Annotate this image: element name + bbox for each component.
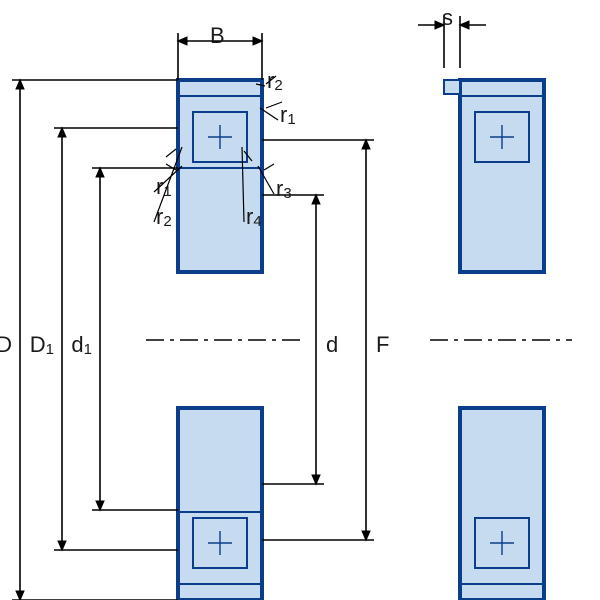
right-half-top: [460, 80, 544, 272]
svg-text:r1: r1: [280, 102, 296, 128]
svg-text:d: d: [326, 332, 338, 357]
right-half-bottom: [460, 408, 544, 600]
left-half-top: [178, 80, 262, 272]
svg-text:D1: D1: [30, 332, 54, 358]
svg-text:r2: r2: [156, 204, 172, 230]
svg-text:B: B: [210, 23, 225, 48]
svg-text:r3: r3: [276, 176, 292, 202]
svg-text:d1: d1: [71, 332, 92, 358]
svg-text:F: F: [376, 332, 389, 357]
svg-text:s: s: [442, 5, 453, 30]
svg-text:D: D: [0, 332, 12, 357]
left-half-bottom: [178, 408, 262, 600]
bearing-drawing: BsDD1d1dFr2r1r1r2r3r4: [0, 0, 600, 600]
